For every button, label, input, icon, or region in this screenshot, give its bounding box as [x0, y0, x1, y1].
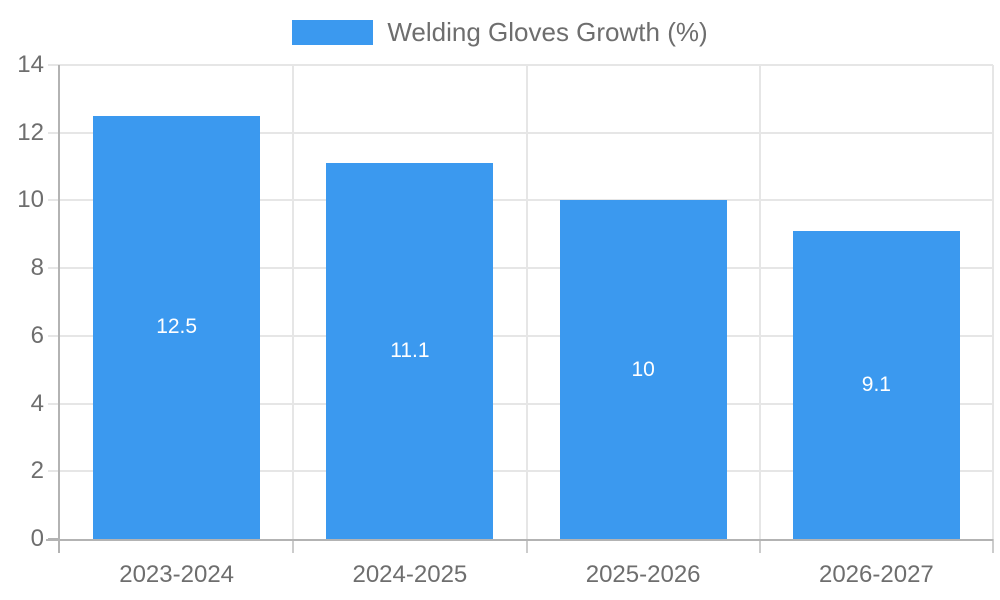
y-axis-line	[58, 65, 60, 553]
bar-value-label-2025-2026: 10	[631, 357, 655, 381]
y-axis-tick-12	[48, 131, 60, 134]
x-axis-tick-4	[992, 539, 994, 553]
bar-value-label-2026-2027: 9.1	[861, 372, 891, 396]
legend-swatch	[292, 20, 374, 45]
bar-2024-2025	[326, 163, 494, 539]
y-axis-tick-8	[48, 267, 60, 270]
x-axis-tick-2	[525, 539, 528, 553]
plot-area: 0 2 4 6 8 10 12 14 12.5 2023-2024 11.1 2024-2025 10 2…	[17, 52, 994, 588]
grid-line-x-4	[992, 65, 994, 539]
y-axis-label-14: 14	[17, 51, 44, 78]
legend-label: Welding Gloves Growth (%)	[387, 17, 708, 47]
x-axis-label-2025-2026: 2025-2026	[585, 561, 701, 588]
y-axis-tick-6	[48, 334, 60, 337]
y-axis-label-4: 4	[30, 389, 44, 417]
x-axis-tick-1	[292, 539, 295, 553]
y-axis-label-0: 0	[30, 525, 44, 552]
y-axis-label-6: 6	[30, 321, 44, 349]
bar-2026-2027	[792, 230, 960, 539]
chart-legend: Welding Gloves Growth (%)	[0, 17, 1000, 48]
x-axis-tick-3	[758, 539, 761, 553]
bar-2025-2026	[559, 200, 727, 539]
grid-line-x-3	[758, 65, 761, 539]
y-axis-tick-4	[48, 402, 60, 405]
y-axis-tick-10	[48, 199, 60, 202]
grid-line-x-1	[292, 65, 295, 539]
y-axis-label-2: 2	[30, 457, 44, 485]
x-axis-label-2024-2025: 2024-2025	[352, 561, 468, 588]
x-axis-label-2023-2024: 2023-2024	[119, 561, 235, 588]
y-axis-label-12: 12	[17, 118, 44, 146]
x-axis-label-2026-2027: 2026-2027	[818, 561, 934, 588]
x-axis-line	[46, 539, 993, 541]
bar-value-label-2023-2024: 12.5	[156, 315, 198, 339]
y-axis-tick-2	[48, 470, 60, 473]
y-axis-tick-14	[48, 64, 60, 66]
bar-2023-2024	[93, 115, 261, 539]
y-axis-label-10: 10	[17, 186, 44, 214]
y-axis-label-8: 8	[30, 254, 44, 282]
bar-value-label-2024-2025: 11.1	[390, 339, 430, 363]
grid-line-x-2	[525, 65, 528, 539]
